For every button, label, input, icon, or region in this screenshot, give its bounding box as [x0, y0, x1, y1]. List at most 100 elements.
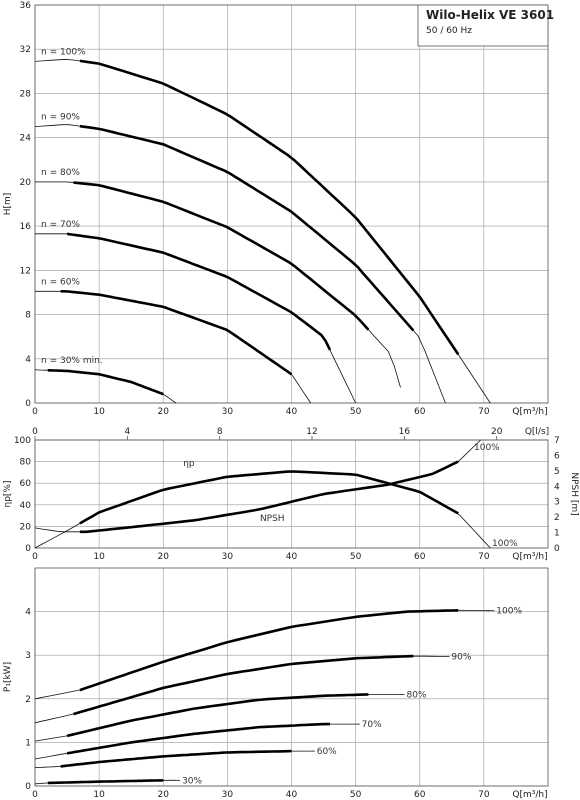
series-line-thin: [34, 439, 481, 533]
x-tick-label: 70: [478, 790, 490, 800]
x-tick-label: 40: [286, 790, 298, 800]
curve-label: n = 100%: [41, 47, 86, 57]
y-tick-label: 32: [20, 45, 31, 55]
curve-label: 30%: [182, 776, 202, 786]
x-tick-label: 50: [350, 790, 362, 800]
y-tick-label: 20: [20, 178, 32, 188]
y-tick-label: 28: [20, 89, 32, 99]
y-tick-label: 20: [20, 522, 32, 532]
curve-label: 80%: [407, 690, 427, 700]
series-line-operating-range: [47, 369, 164, 396]
curve-label: 70%: [362, 720, 382, 730]
series-line-operating-range: [79, 124, 415, 332]
annotation-label: 100%: [474, 443, 500, 453]
chart-subtitle: 50 / 60 Hz: [426, 26, 472, 36]
x-tick-label: 50: [350, 407, 362, 417]
y2-tick-label: 6: [554, 451, 560, 461]
y-tick-label: 8: [25, 311, 31, 321]
series-line-operating-range: [47, 779, 164, 785]
plot-frame: [34, 439, 549, 549]
x-tick-label: 60: [414, 552, 426, 562]
y-axis-label: H[m]: [3, 193, 13, 216]
series-line-thin: [34, 655, 446, 724]
series-line-thin: [34, 609, 491, 700]
chart-panel-efficiency: [34, 439, 549, 549]
series-line-operating-range: [79, 59, 460, 356]
y-tick-label: 0: [25, 782, 31, 792]
series-line-thin: [35, 290, 312, 404]
y-tick-label: 0: [25, 399, 31, 409]
y-tick-label: 1: [25, 738, 31, 748]
x-axis-label: Q[m³/h]: [512, 552, 547, 562]
curve-label: NPSH: [260, 514, 285, 524]
x-tick-label: 20: [158, 552, 170, 562]
chart-panel-head: [34, 4, 549, 441]
secondary-x-axis-label: Q[l/s]: [525, 427, 549, 437]
series-line-operating-range: [79, 460, 459, 534]
x-tick-label: 30: [222, 552, 234, 562]
y-tick-label: 36: [20, 1, 32, 11]
y-tick-label: 12: [20, 266, 31, 276]
y-tick-label: 4: [25, 355, 31, 365]
secondary-x-tick-label: 16: [399, 427, 411, 437]
y2-tick-label: 0: [554, 544, 560, 554]
curve-label: ηp: [183, 459, 195, 469]
secondary-x-tick-label: 4: [124, 427, 130, 437]
y-tick-label: 100: [14, 436, 31, 446]
y-tick-label: 0: [25, 544, 31, 554]
curve-label: n = 30% min.: [41, 356, 103, 366]
title-box-frame: [417, 4, 549, 47]
x-tick-label: 70: [478, 552, 490, 562]
x-tick-label: 0: [32, 790, 38, 800]
x-tick-label: 60: [414, 407, 426, 417]
plot-frame: [34, 567, 549, 787]
title-box: [417, 4, 549, 47]
y2-tick-label: 1: [554, 529, 560, 539]
y2-tick-label: 5: [554, 467, 560, 477]
y-tick-label: 60: [20, 479, 32, 489]
series-line-operating-range: [79, 470, 459, 525]
y-tick-label: 4: [25, 608, 31, 618]
series-line-operating-range: [66, 693, 369, 738]
secondary-x-tick-label: 8: [217, 427, 223, 437]
curve-label: n = 90%: [41, 113, 80, 123]
y-axis-label: P₁[kW]: [3, 662, 13, 692]
y2-tick-label: 2: [554, 513, 560, 523]
x-tick-label: 30: [222, 790, 234, 800]
x-tick-label: 10: [93, 407, 105, 417]
plot-frame: [34, 4, 549, 404]
series-line-operating-range: [66, 232, 332, 351]
secondary-x-tick-label: 0: [32, 427, 38, 437]
y-tick-label: 2: [25, 695, 31, 705]
x-tick-label: 20: [158, 790, 170, 800]
x-axis-label: Q[m³/h]: [512, 407, 547, 417]
series-line-operating-range: [73, 654, 414, 716]
secondary-x-tick-label: 12: [306, 427, 317, 437]
y-tick-label: 40: [20, 501, 32, 511]
series-line-operating-range: [60, 290, 293, 376]
curve-label: n = 70%: [41, 220, 80, 230]
series-line-operating-range: [60, 749, 292, 768]
x-tick-label: 60: [414, 790, 426, 800]
chart-title: Wilo-Helix VE 3601: [426, 8, 554, 22]
y2-tick-label: 4: [554, 482, 560, 492]
x-tick-label: 50: [350, 552, 362, 562]
curve-label: n = 60%: [41, 277, 80, 287]
x-axis-label: Q[m³/h]: [512, 790, 547, 800]
series-line-operating-range: [73, 181, 370, 331]
x-tick-label: 40: [286, 552, 298, 562]
x-tick-label: 0: [32, 407, 38, 417]
y2-axis-label: NPSH [m]: [569, 472, 579, 515]
y-tick-label: 24: [20, 134, 32, 144]
y-tick-label: 3: [25, 651, 31, 661]
curve-label: 90%: [451, 653, 471, 663]
y2-tick-label: 7: [554, 436, 560, 446]
curve-label: 60%: [317, 747, 337, 757]
curve-label: n = 80%: [41, 168, 80, 178]
y-axis-label: ηp[%]: [3, 481, 13, 508]
series-line-operating-range: [66, 722, 330, 755]
y-tick-label: 16: [20, 222, 32, 232]
series-line-operating-range: [79, 609, 459, 692]
annotation-label: 100%: [492, 539, 518, 549]
